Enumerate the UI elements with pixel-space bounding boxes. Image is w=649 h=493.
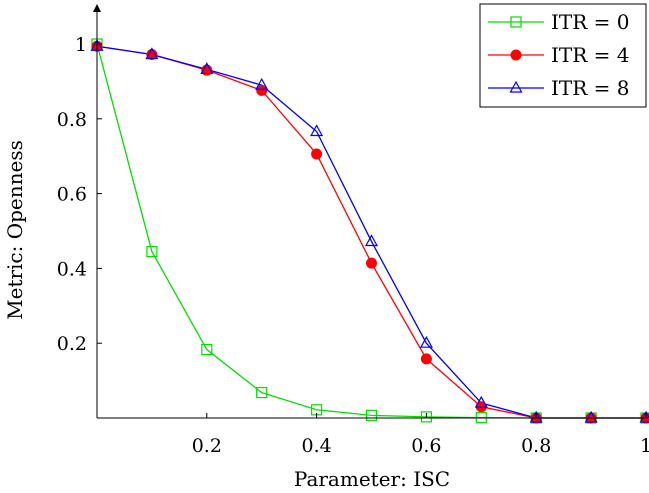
legend: ITR = 0 ITR = 4 ITR = 8 — [479, 3, 647, 108]
y-tick-label: 0.8 — [57, 109, 87, 131]
series-0-point-5 — [365, 409, 378, 421]
legend-label-2: ITR = 8 — [551, 76, 630, 100]
y-tick-label: 0.2 — [57, 333, 87, 355]
legend-marker-0 — [510, 16, 522, 28]
series-2-point-2 — [200, 62, 214, 75]
series-2-point-7 — [474, 395, 488, 408]
legend-marker-1 — [510, 49, 522, 61]
series-2-point-8 — [529, 410, 543, 423]
series-1-point-3 — [256, 84, 268, 96]
series-1-point-5 — [366, 257, 377, 269]
legend-label-1: ITR = 4 — [551, 43, 630, 67]
series-2-point-1 — [145, 47, 159, 60]
series-0-point-1 — [146, 245, 158, 258]
series-2-point-6 — [419, 335, 433, 348]
x-tick-label: 0.6 — [411, 435, 441, 457]
series-0-point-2 — [201, 343, 213, 356]
x-tick-label: 0.4 — [301, 435, 331, 457]
series-2-point-3 — [255, 77, 269, 90]
legend-label-0: ITR = 0 — [551, 10, 630, 34]
series-0-point-3 — [256, 386, 268, 399]
x-tick-label: 0.8 — [521, 435, 551, 457]
axes-layer — [93, 4, 648, 419]
series-1-point-4 — [311, 148, 323, 160]
series-1-point-6 — [420, 353, 432, 365]
y-axis-label: Metric: Openness — [3, 140, 27, 320]
series-2-point-5 — [364, 234, 379, 247]
x-tick-label: 0.2 — [192, 435, 222, 457]
series-2-point-4 — [310, 124, 324, 137]
y-tick-label: 0.4 — [57, 258, 87, 280]
legend-marker-2 — [509, 80, 523, 93]
y-tick-label: 0.6 — [57, 184, 87, 206]
y-tick-label: 1 — [75, 34, 87, 56]
tick-layer: 0.2 0.4 0.6 0.8 1 0.2 0.4 0.6 0.8 1 — [57, 34, 649, 457]
series-2-point-9 — [584, 410, 598, 423]
x-tick-label: 1 — [640, 435, 649, 457]
series-0-point-6 — [420, 411, 432, 423]
x-axis-label: Parameter: ISC — [294, 467, 450, 491]
